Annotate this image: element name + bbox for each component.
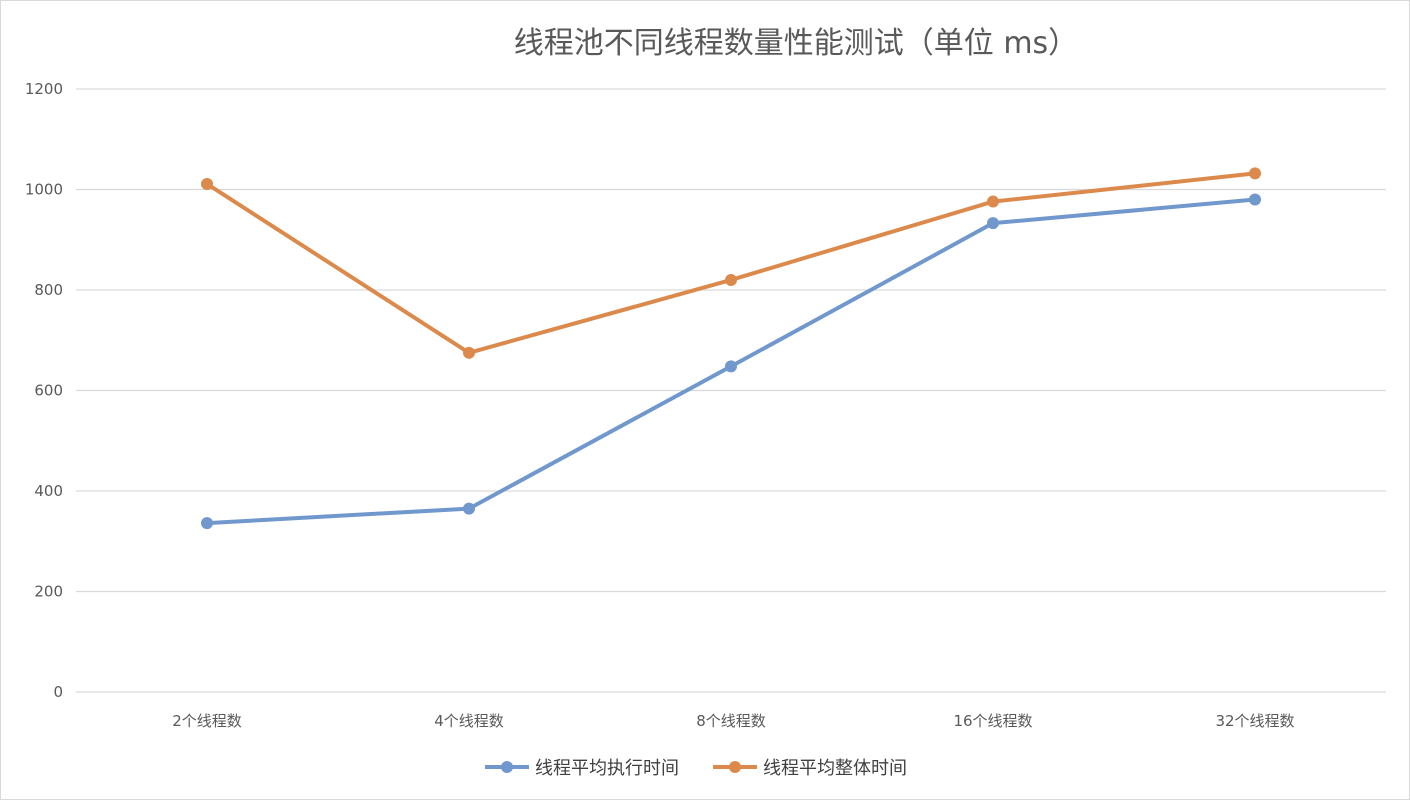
x-axis-tick-labels: 2个线程数 4个线程数 8个线程数 16个线程数 32个线程数 [172, 712, 1294, 730]
x-tick-label: 32个线程数 [1215, 712, 1294, 730]
chart-title: 线程池不同线程数量性能测试（单位 ms） [514, 26, 1078, 61]
y-tick-label: 0 [53, 683, 63, 701]
y-axis-tick-labels: 0 200 400 600 800 1000 1200 [25, 80, 63, 701]
data-point [725, 273, 737, 286]
y-tick-label: 200 [34, 583, 63, 601]
data-point [1249, 167, 1261, 180]
data-point [1249, 193, 1261, 206]
legend-label: 线程平均执行时间 [535, 758, 679, 779]
series-line [205, 171, 1257, 355]
data-point [725, 360, 737, 373]
y-tick-label: 1200 [25, 80, 63, 98]
data-point [987, 217, 999, 230]
x-tick-label: 8个线程数 [696, 712, 766, 730]
y-tick-label: 600 [34, 382, 63, 400]
legend-marker-icon [501, 761, 513, 773]
y-tick-label: 800 [34, 281, 63, 299]
y-tick-label: 1000 [25, 181, 63, 199]
legend-item: 线程平均整体时间 [713, 758, 907, 779]
legend-marker-icon [729, 761, 741, 773]
gridlines [76, 88, 1386, 693]
data-point [201, 517, 213, 530]
x-tick-label: 4个线程数 [434, 712, 504, 730]
y-tick-label: 400 [34, 482, 63, 500]
data-point [987, 195, 999, 208]
x-tick-label: 16个线程数 [953, 712, 1032, 730]
legend-label: 线程平均整体时间 [763, 758, 907, 779]
x-tick-label: 2个线程数 [172, 712, 242, 730]
series-lines [201, 167, 1261, 530]
legend: 线程平均执行时间 线程平均整体时间 [485, 758, 907, 779]
data-point [463, 502, 475, 515]
series-1 [201, 193, 1261, 530]
series-2 [201, 167, 1261, 359]
legend-item: 线程平均执行时间 [485, 758, 679, 779]
data-point [201, 177, 213, 190]
data-point [463, 346, 475, 359]
